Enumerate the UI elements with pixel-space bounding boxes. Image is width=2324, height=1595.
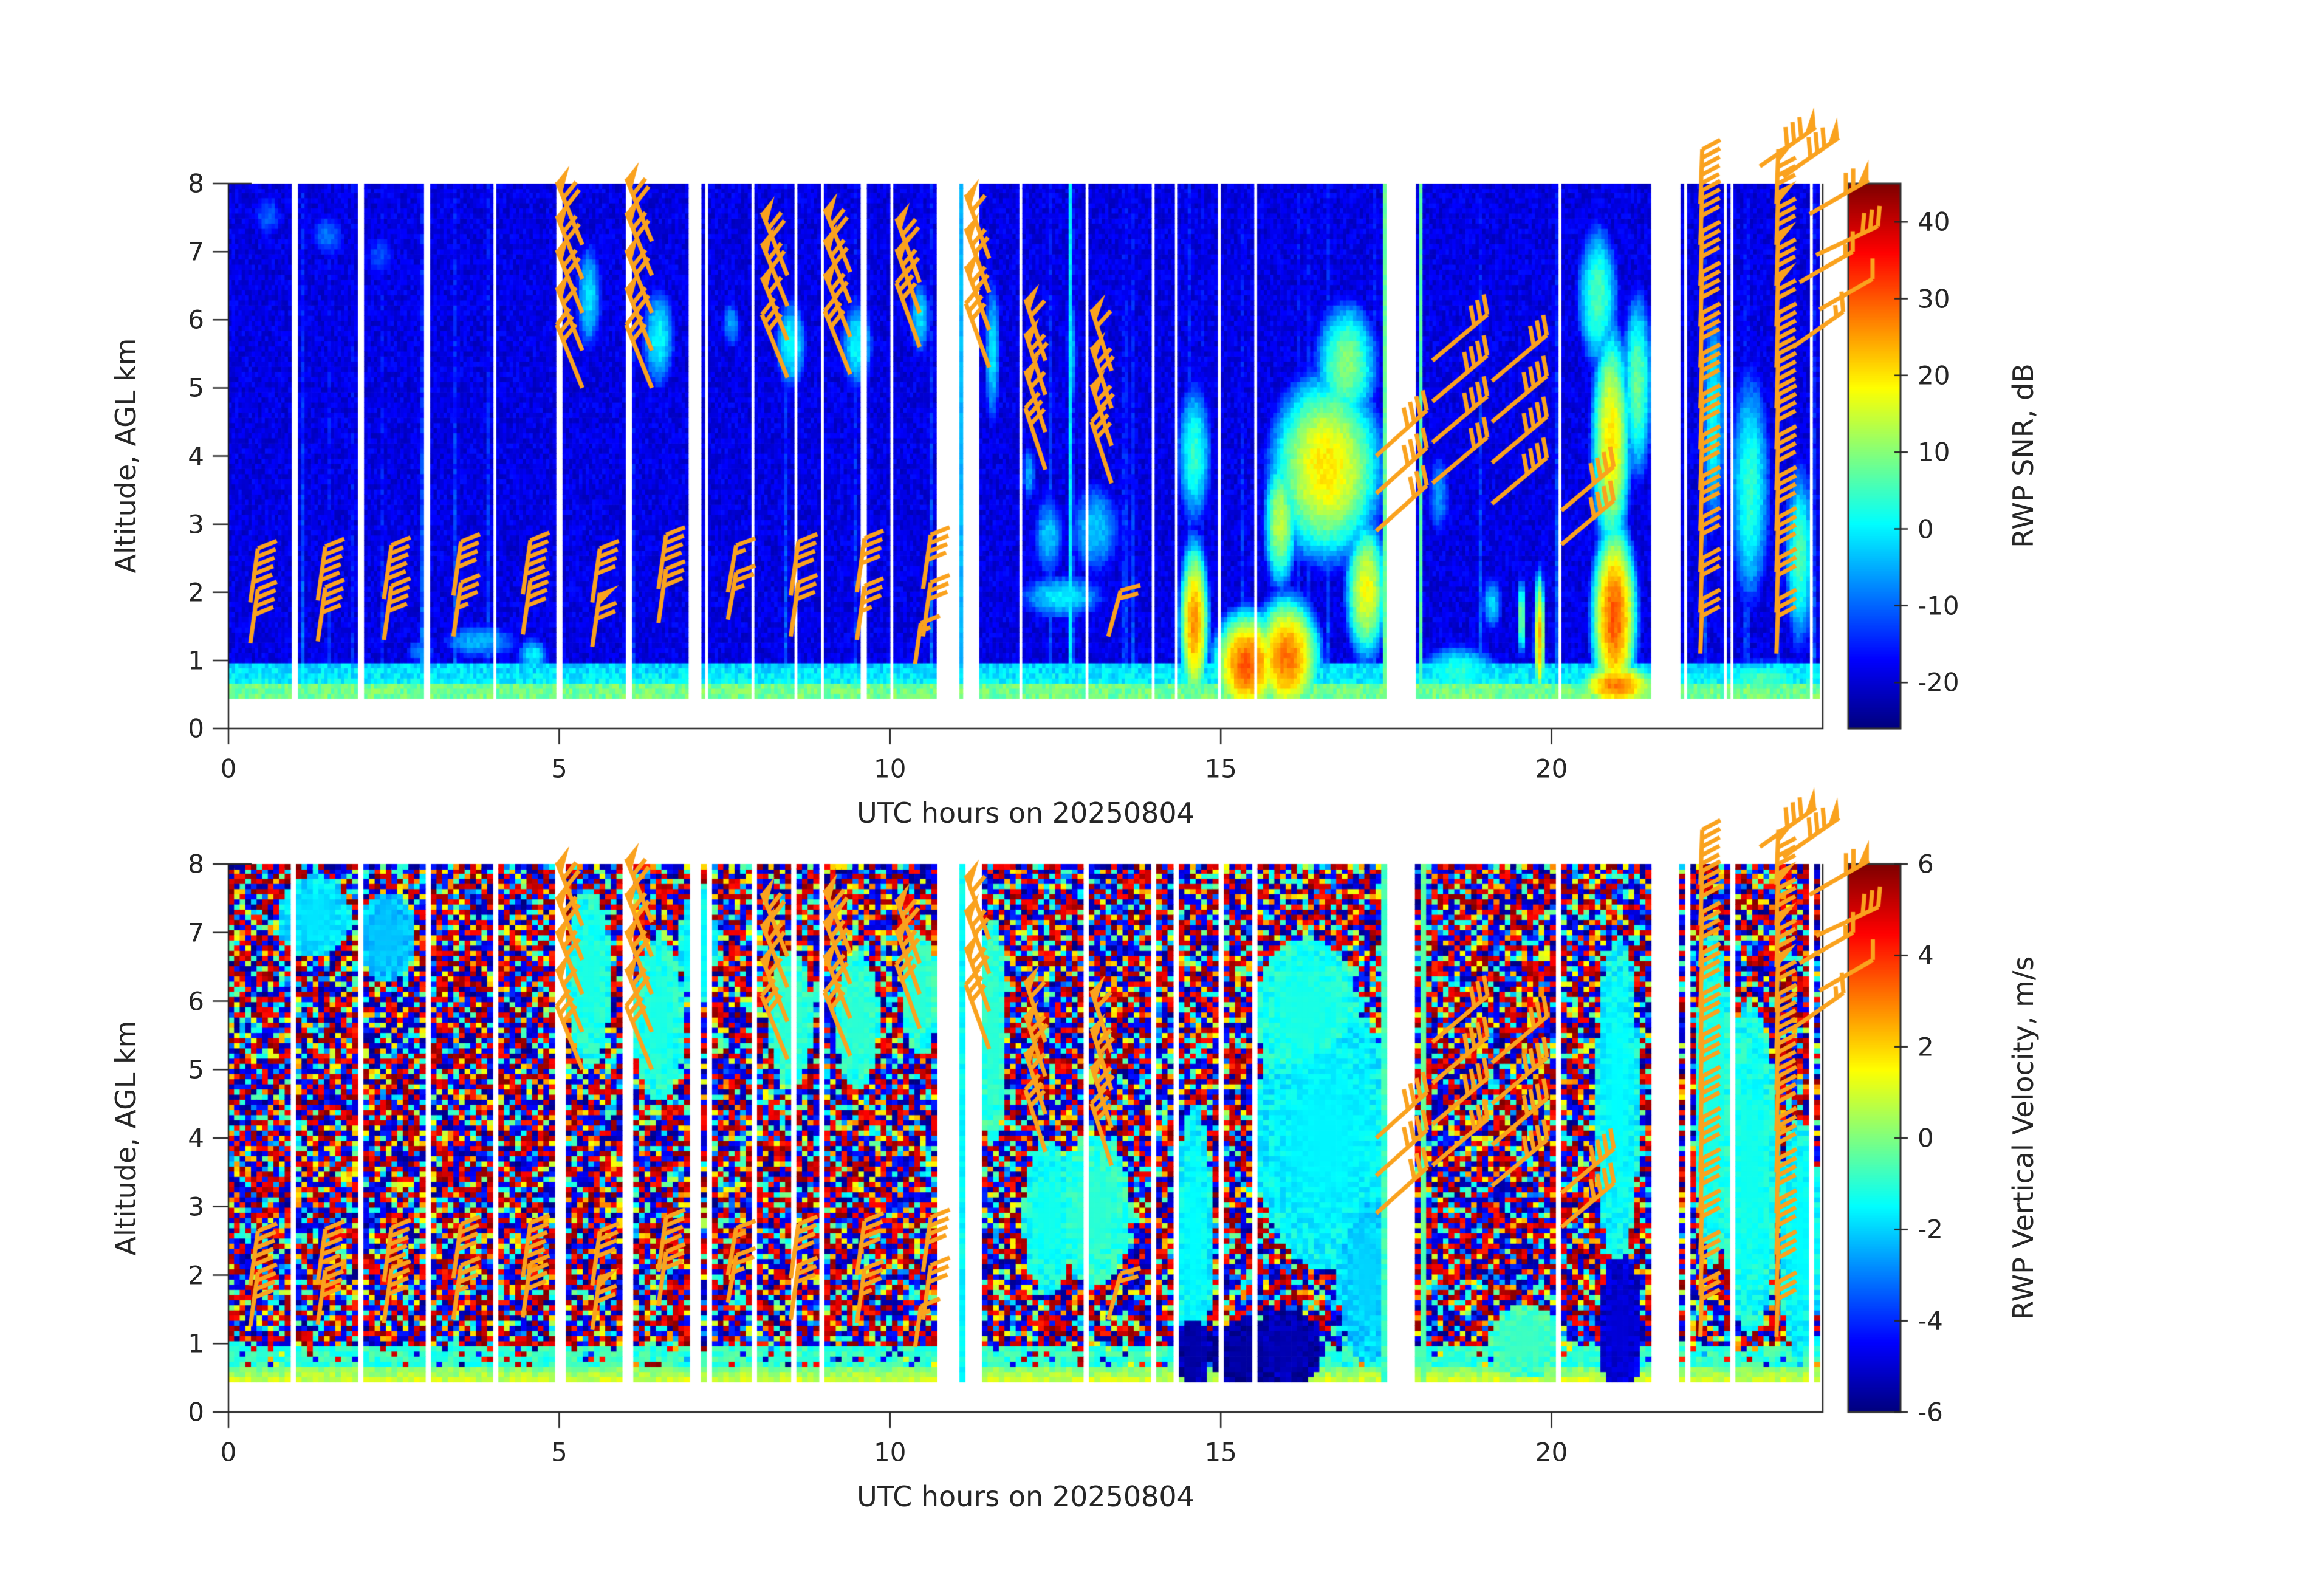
colorbar-tick-label: 6 <box>1918 849 1934 879</box>
colorbar-tick-label: -10 <box>1918 591 1959 621</box>
x-tick-label: 5 <box>551 1437 567 1467</box>
colorbar-tick-label: -20 <box>1918 667 1959 698</box>
x-tick-label: 10 <box>874 753 907 784</box>
y-tick-label: 7 <box>188 918 204 948</box>
x-tick-label: 0 <box>220 1437 237 1467</box>
top-panel-ylabel: Altitude, AGL km <box>109 338 142 574</box>
y-tick-label: 5 <box>188 1054 204 1085</box>
snr-colorbar-label: RWP SNR, dB <box>2007 363 2040 548</box>
x-tick-label: 5 <box>551 753 567 784</box>
x-tick-label: 10 <box>874 1437 907 1467</box>
colorbar-tick-label: 0 <box>1918 514 1934 544</box>
y-tick-label: 4 <box>188 441 204 471</box>
y-tick-label: 0 <box>188 713 204 744</box>
bottom-panel-ylabel: Altitude, AGL km <box>109 1020 142 1256</box>
y-tick-label: 1 <box>188 1328 204 1359</box>
x-tick-label: 20 <box>1535 1437 1568 1467</box>
x-tick-label: 0 <box>220 753 237 784</box>
y-tick-label: 2 <box>188 1260 204 1290</box>
bottom-panel-xlabel: UTC hours on 20250804 <box>857 1480 1195 1513</box>
y-tick-label: 3 <box>188 509 204 540</box>
colorbar-tick-label: 2 <box>1918 1032 1934 1062</box>
x-tick-label: 15 <box>1204 753 1237 784</box>
x-tick-label: 15 <box>1204 1437 1237 1467</box>
colorbar-tick-label: 20 <box>1918 360 1950 391</box>
y-tick-label: 3 <box>188 1192 204 1222</box>
x-tick-label: 20 <box>1535 753 1568 784</box>
colorbar-tick-label: -4 <box>1918 1306 1943 1336</box>
y-tick-label: 2 <box>188 577 204 608</box>
colorbar-tick-label: 0 <box>1918 1123 1934 1153</box>
colorbar-tick-label: 10 <box>1918 437 1950 467</box>
colorbar-tick-label: -2 <box>1918 1214 1943 1244</box>
colorbar-tick-label: 40 <box>1918 207 1950 237</box>
y-tick-label: 6 <box>188 304 204 335</box>
colorbar-tick-label: 4 <box>1918 940 1934 970</box>
y-tick-label: 7 <box>188 236 204 267</box>
y-tick-label: 8 <box>188 168 204 199</box>
vv-colorbar-label: RWP Vertical Velocity, m/s <box>2007 956 2040 1320</box>
colorbar-tick-label: -6 <box>1918 1397 1943 1427</box>
y-tick-label: 0 <box>188 1397 204 1427</box>
y-tick-label: 6 <box>188 986 204 1016</box>
y-tick-label: 1 <box>188 645 204 676</box>
y-tick-label: 4 <box>188 1123 204 1153</box>
top-panel-xlabel: UTC hours on 20250804 <box>857 797 1195 829</box>
y-tick-label: 8 <box>188 849 204 879</box>
colorbar-tick-label: 30 <box>1918 284 1950 314</box>
y-tick-label: 5 <box>188 372 204 403</box>
